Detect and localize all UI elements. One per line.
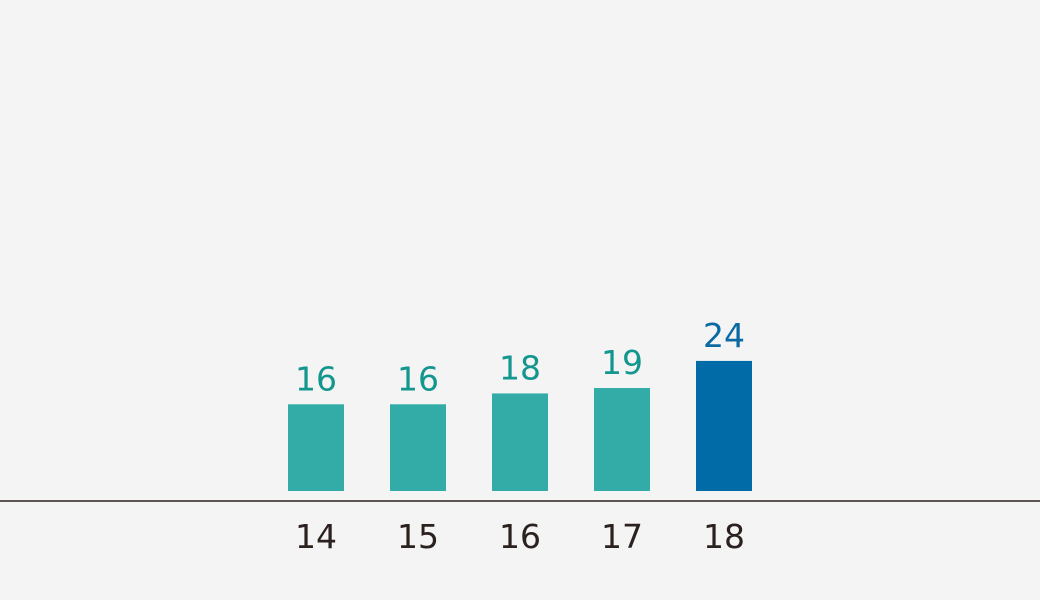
value-label: 24 [703,316,745,355]
value-label: 16 [397,359,439,398]
value-label: 19 [601,343,643,382]
value-label: 16 [295,359,337,398]
x-tick-label: 16 [499,517,541,556]
x-tick-label: 17 [601,517,643,556]
value-label: 18 [499,348,541,387]
x-tick-label: 15 [397,517,439,556]
x-tick-label: 14 [295,517,337,556]
bar [492,393,548,491]
bar [594,388,650,491]
bar [390,404,446,491]
x-tick-label: 18 [703,517,745,556]
bar [288,404,344,491]
bar [696,360,752,491]
